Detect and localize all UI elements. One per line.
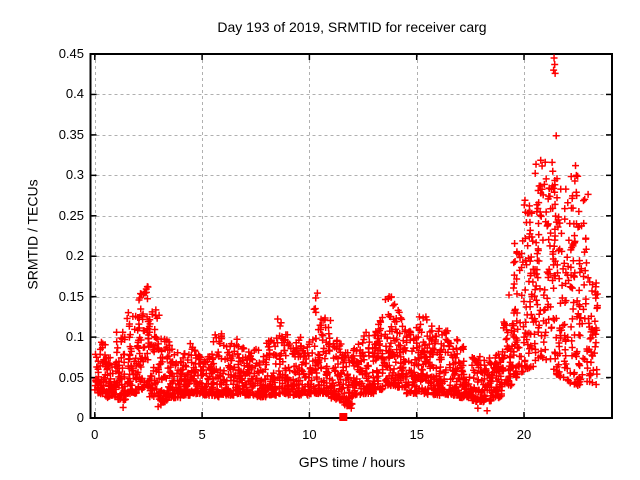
y-tick-label: 0	[76, 410, 84, 425]
y-tick-label: 0.1	[65, 329, 84, 345]
y-tick-label: 0.4	[65, 86, 84, 102]
x-tick-label: 20	[516, 427, 532, 442]
x-tick-label: 15	[409, 427, 424, 442]
y-tick-label: 0.3	[65, 167, 84, 183]
y-tick-label: 0.15	[58, 288, 84, 304]
x-tick-label: 10	[302, 427, 317, 442]
y-tick-label: 0.05	[58, 369, 84, 385]
x-tick-label: 0	[91, 427, 99, 442]
y-tick-label: 0.35	[58, 126, 84, 142]
x-axis-label: GPS time / hours	[298, 454, 406, 470]
y-tick-label: 0.25	[58, 207, 84, 223]
chart-title: Day 193 of 2019, SRMTID for receiver car…	[217, 19, 487, 35]
x-tick-label: 5	[198, 427, 206, 442]
y-axis-label: SRMTID / TECUs	[24, 179, 41, 290]
y-tick-label: 0.2	[65, 248, 84, 264]
y-tick-label: 0.45	[58, 46, 84, 61]
